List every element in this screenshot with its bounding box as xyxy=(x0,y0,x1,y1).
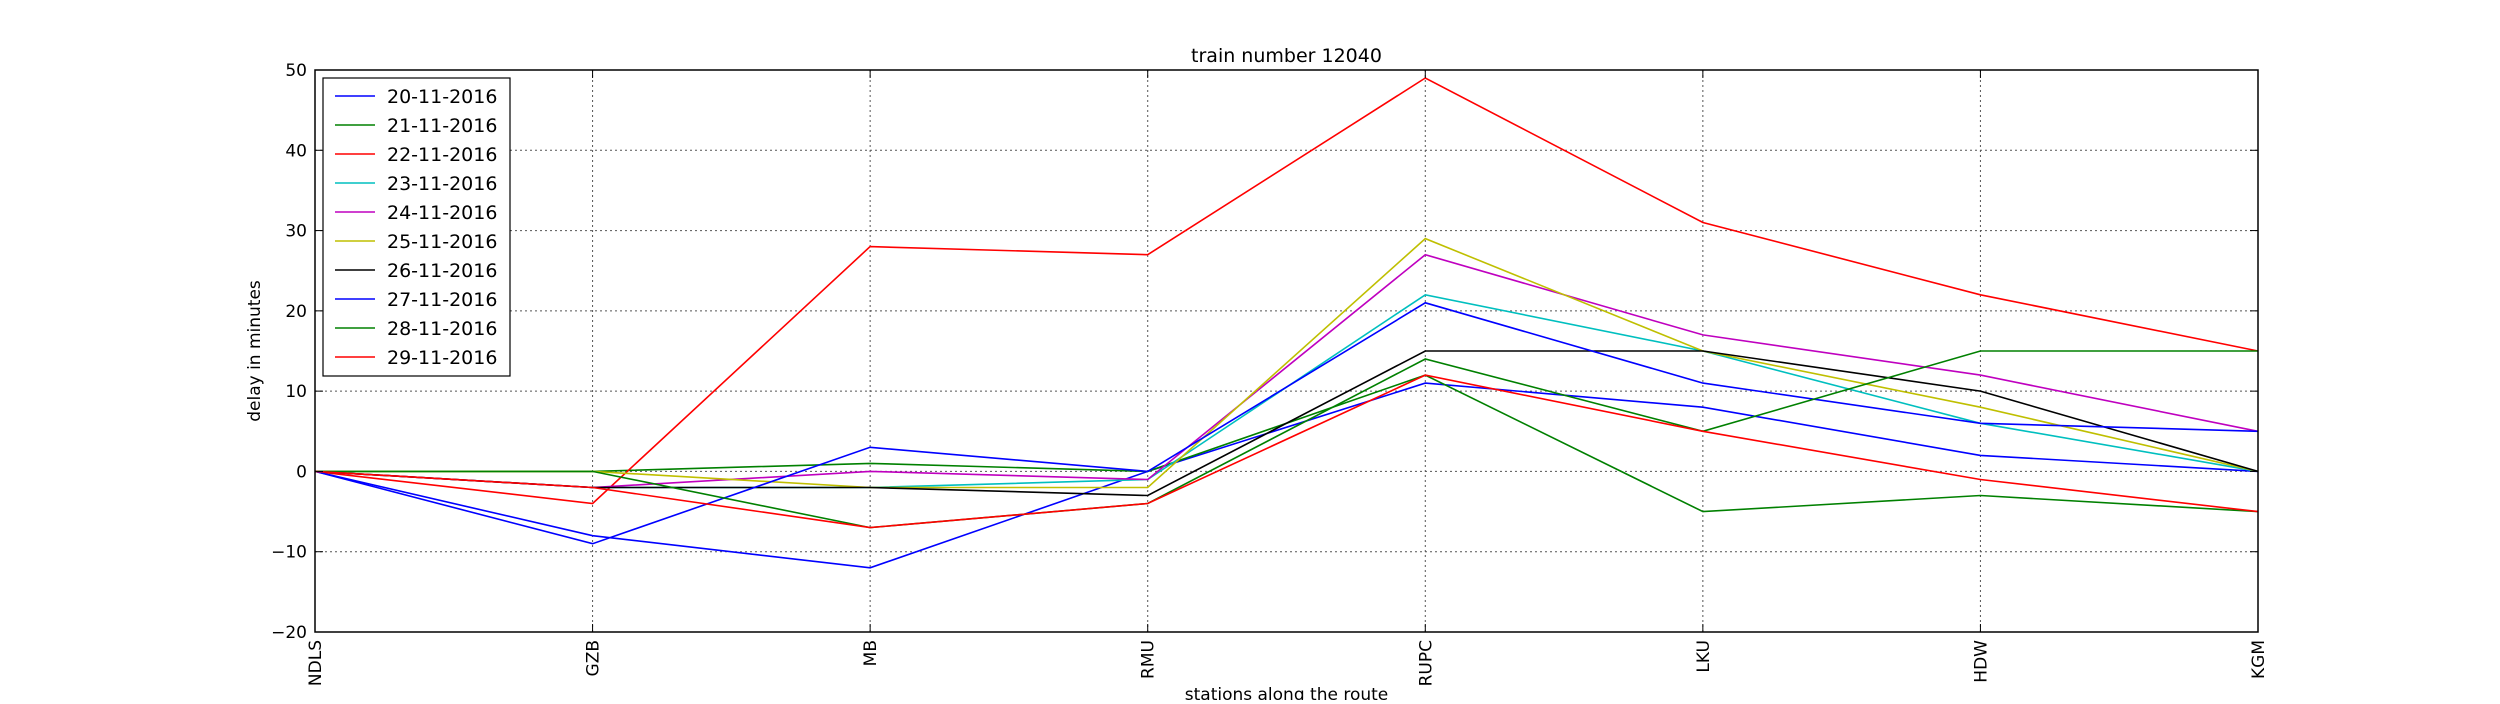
y-tick-label: −20 xyxy=(271,623,307,643)
x-axis-ticks: NDLS GZB MB RMU RUPC LKU HDW KGM xyxy=(306,70,2269,686)
series-lines xyxy=(314,77,2259,569)
y-tick-label: −10 xyxy=(271,543,307,563)
legend-label: 22-11-2016 xyxy=(387,144,497,166)
series-line-27-11-2016 xyxy=(314,301,2259,545)
legend-box xyxy=(322,77,511,377)
legend-label: 24-11-2016 xyxy=(387,202,497,224)
plot-frame xyxy=(314,69,2259,633)
legend-label: 21-11-2016 xyxy=(387,115,497,137)
y-tick-label: 30 xyxy=(285,222,307,242)
x-tick-label: MB xyxy=(861,640,881,666)
plot-background xyxy=(315,70,2258,632)
series-line-26-11-2016 xyxy=(314,350,2259,497)
y-tick-label: 10 xyxy=(285,382,307,402)
legend-label: 25-11-2016 xyxy=(387,231,497,253)
x-tick-label: LKU xyxy=(1694,640,1714,673)
legend: 20-11-2016 21-11-2016 22-11-2016 23-11-2016… xyxy=(322,77,511,377)
y-tick-label: 0 xyxy=(296,462,307,482)
series-line-29-11-2016 xyxy=(314,374,2259,529)
series-line-22-11-2016 xyxy=(314,77,2259,505)
x-axis-label: stations along the route xyxy=(1185,685,1389,700)
legend-label: 28-11-2016 xyxy=(387,318,497,340)
legend-label: 29-11-2016 xyxy=(387,347,497,369)
x-tick-label: HDW xyxy=(1971,640,1991,683)
y-tick-label: 20 xyxy=(285,302,307,322)
series-line-25-11-2016 xyxy=(315,237,2259,489)
x-tick-label: KGM xyxy=(2249,640,2269,679)
legend-label: 20-11-2016 xyxy=(387,86,497,108)
y-axis-ticks: −20 −10 0 10 20 30 40 50 xyxy=(271,61,2258,643)
y-tick-label: 40 xyxy=(285,141,307,161)
series-line-24-11-2016 xyxy=(314,253,2259,489)
x-tick-label: GZB xyxy=(584,640,604,676)
legend-label: 23-11-2016 xyxy=(387,173,497,195)
x-tick-label: RUPC xyxy=(1416,640,1436,686)
x-tick-label: RMU xyxy=(1139,640,1159,679)
series-line-20-11-2016 xyxy=(314,382,2259,569)
legend-label: 27-11-2016 xyxy=(387,289,497,311)
y-axis-label: delay in minutes xyxy=(245,280,265,422)
chart-title: train number 12040 xyxy=(1191,45,1382,67)
series-line-28-11-2016 xyxy=(315,350,2258,529)
legend-label: 26-11-2016 xyxy=(387,260,497,282)
x-tick-label: NDLS xyxy=(306,640,326,686)
y-tick-label: 50 xyxy=(285,61,307,81)
